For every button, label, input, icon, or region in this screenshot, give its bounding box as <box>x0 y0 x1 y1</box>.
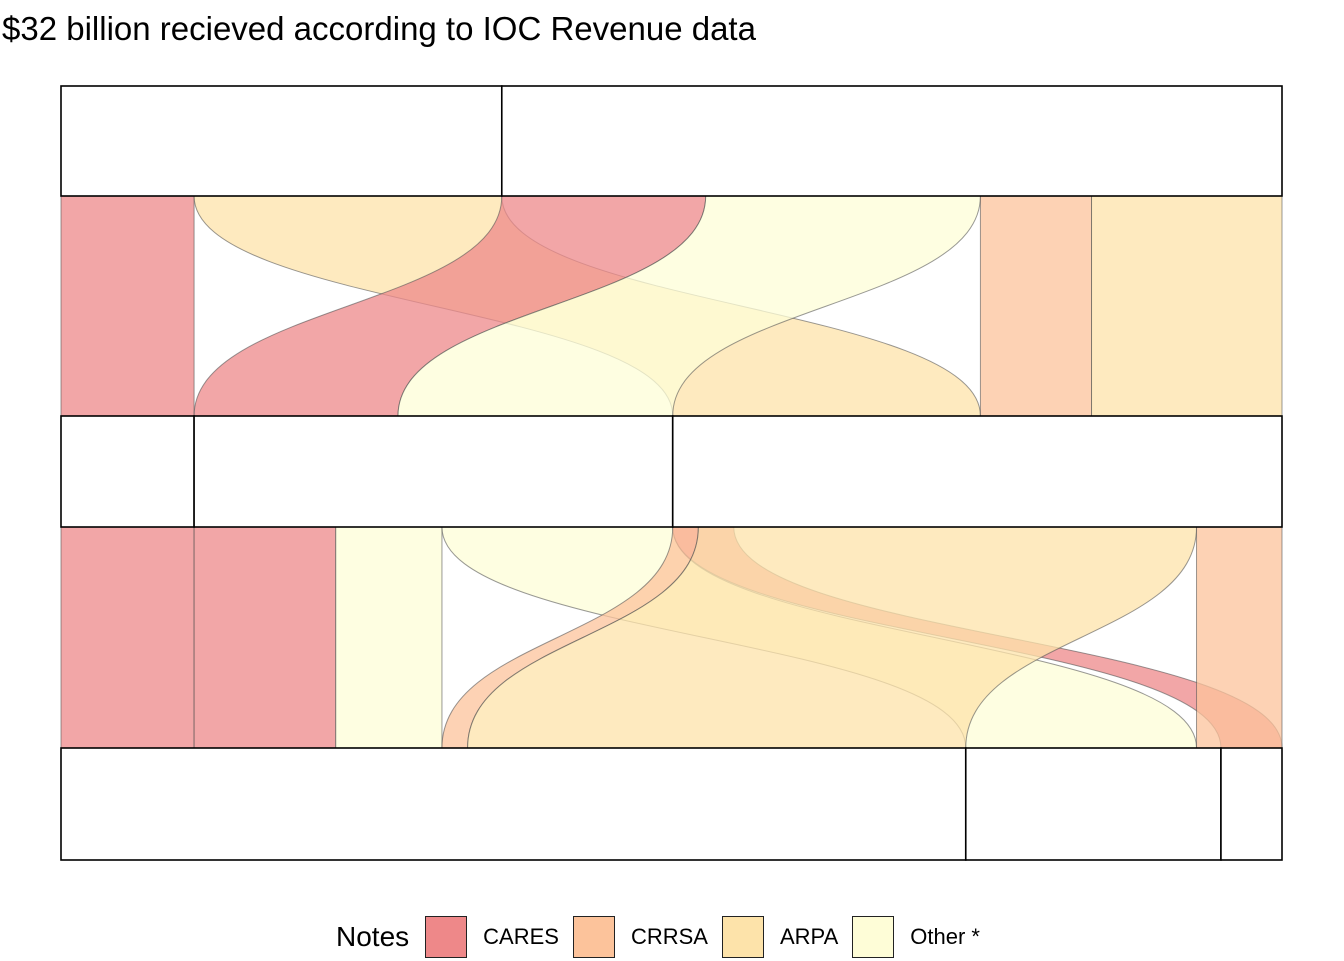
legend-label-arpa: ARPA <box>779 924 839 949</box>
strata-layer <box>60 85 1283 861</box>
legend-key-crrsa <box>572 916 615 958</box>
legend-key-cares <box>425 916 468 958</box>
legend-item-arpa: ARPA <box>721 916 839 958</box>
legend: Notes CARES CRRSA ARPA Other * <box>336 913 994 961</box>
stratum-3-3 <box>1220 747 1283 861</box>
legend-title: Notes <box>336 921 410 952</box>
legend-item-cares: CARES <box>425 916 559 958</box>
flows-layer <box>60 195 1283 749</box>
flow-2-3-1 <box>193 526 337 749</box>
flow-1-2-4 <box>979 195 1093 417</box>
flow-1-2-5 <box>1091 195 1283 417</box>
legend-item-crrsa: CRRSA <box>572 916 708 958</box>
flow-2-3-7 <box>1196 526 1283 749</box>
stratum-3-1 <box>60 747 967 861</box>
stratum-2-3 <box>671 415 1283 528</box>
stratum-1-2 <box>500 85 1283 197</box>
legend-key-arpa <box>721 916 764 958</box>
flow-2-3-2 <box>335 526 443 749</box>
legend-key-other <box>852 916 895 958</box>
stratum-3-2 <box>964 747 1222 861</box>
legend-label-crrsa: CRRSA <box>630 924 708 949</box>
stratum-2-2 <box>193 415 674 528</box>
stratum-1-1 <box>60 85 503 197</box>
flow-2-3-0 <box>60 526 195 749</box>
legend-label-other: Other * <box>910 924 980 949</box>
stratum-2-1 <box>60 415 195 528</box>
chart-title: $32 billion recieved according to IOC Re… <box>2 10 756 47</box>
legend-item-other: Other * <box>852 916 980 958</box>
legend-label-cares: CARES <box>483 924 559 949</box>
flow-1-2-0 <box>60 195 195 417</box>
